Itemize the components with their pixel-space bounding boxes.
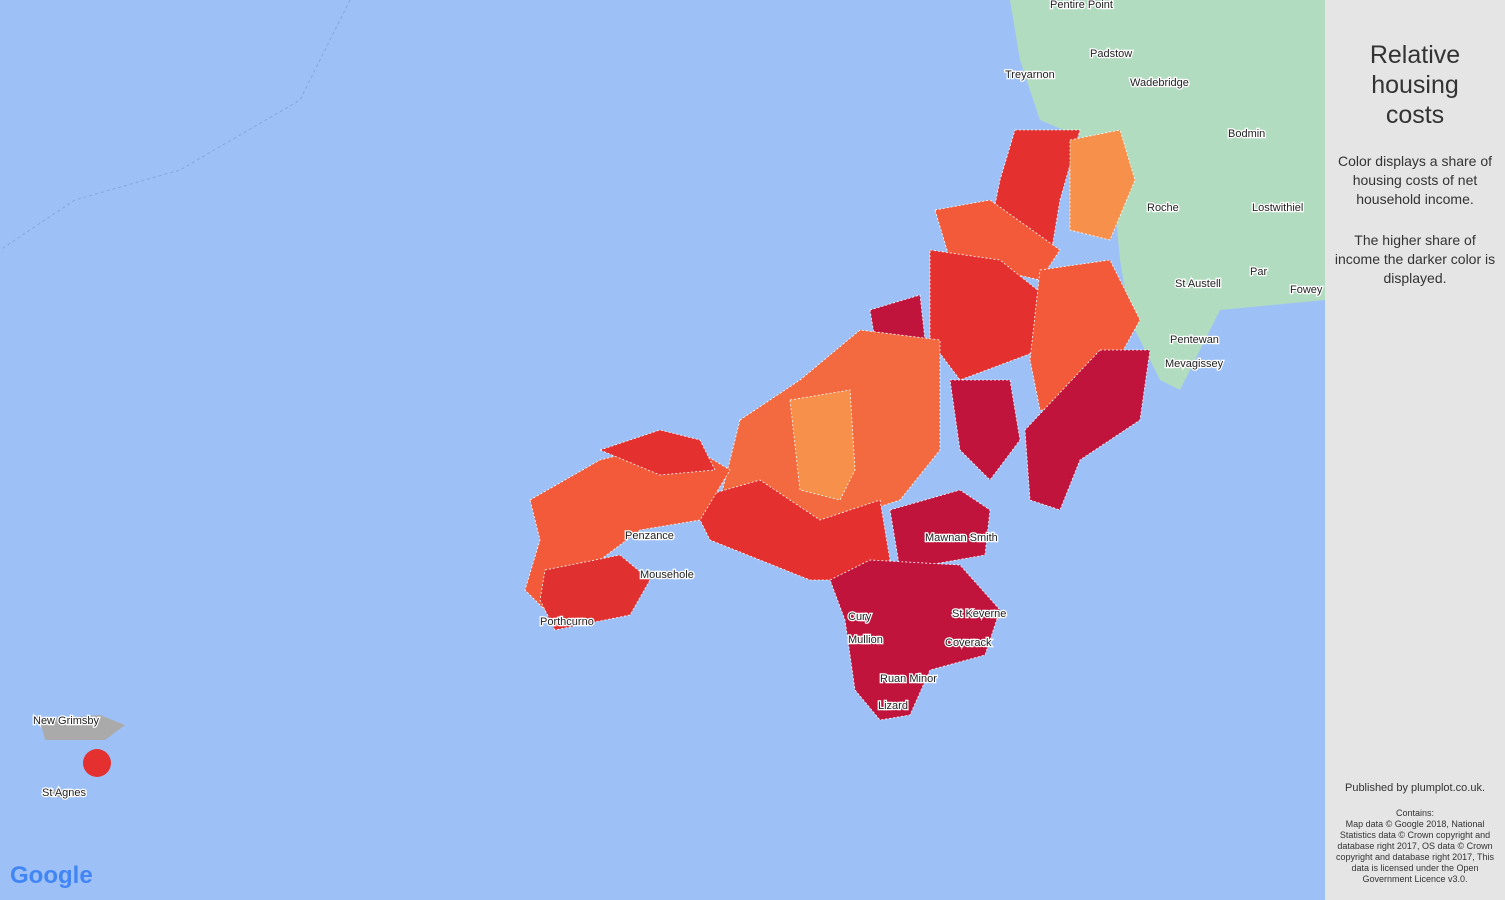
place-label: Lostwithiel bbox=[1252, 202, 1303, 214]
place-label: Lizard bbox=[878, 700, 908, 712]
labels: Pentire Point Padstow Treyarnon Wadebridge B… bbox=[32, 0, 1324, 800]
place-label: Par bbox=[1250, 266, 1267, 278]
regions bbox=[40, 129, 1151, 800]
place-label: Coverack bbox=[945, 637, 992, 649]
place-label: Wadebridge bbox=[1130, 77, 1189, 89]
place-label: Treyarnon bbox=[1005, 69, 1055, 81]
boundary bbox=[0, 0, 351, 251]
attribution-text: Map data © Google 2018, National Statist… bbox=[1336, 819, 1494, 884]
note: The higher share of income the darker co… bbox=[1334, 232, 1496, 286]
description: Color displays a share of housing costs … bbox=[1337, 153, 1493, 207]
place-label: Ruan Minor bbox=[880, 673, 937, 685]
place-label: St Keverne bbox=[952, 608, 1006, 620]
land bbox=[1010, 0, 1325, 390]
place-label: St Agnes bbox=[42, 787, 87, 799]
place-label: Mevagissey bbox=[1165, 358, 1224, 370]
place-label: Mawnan Smith bbox=[925, 532, 998, 544]
island bbox=[40, 715, 125, 800]
place-label: Cury bbox=[848, 611, 872, 623]
place-label: Pentire Point bbox=[1050, 0, 1113, 11]
sidebar: Relative housing costs Color displays a … bbox=[1325, 0, 1505, 900]
region bbox=[539, 554, 651, 631]
place-label: Mousehole bbox=[640, 569, 694, 581]
place-label: Fowey bbox=[1290, 284, 1323, 296]
region bbox=[83, 749, 111, 777]
place-label: Porthcurno bbox=[540, 616, 594, 628]
place-label: Roche bbox=[1147, 202, 1179, 214]
place-label: Mullion bbox=[848, 634, 883, 646]
title: Relative housing costs bbox=[1369, 41, 1461, 129]
place-label: New Grimsby bbox=[33, 715, 100, 727]
region bbox=[598, 429, 716, 476]
place-label: Bodmin bbox=[1228, 128, 1265, 140]
region bbox=[1069, 129, 1136, 241]
region bbox=[889, 489, 991, 571]
published: Published by plumplot.co.uk. bbox=[1344, 782, 1486, 794]
region bbox=[689, 479, 891, 581]
region bbox=[789, 389, 856, 501]
place-label: Padstow bbox=[1090, 48, 1132, 60]
place-label: Pentewan bbox=[1170, 334, 1219, 346]
region bbox=[949, 379, 1021, 481]
region bbox=[829, 559, 1001, 721]
region bbox=[1024, 349, 1151, 511]
attribution-heading: Contains: bbox=[1395, 808, 1435, 818]
place-label: St Austell bbox=[1175, 278, 1221, 290]
map: Pentire Point Padstow Treyarnon Wadebridge B… bbox=[0, 0, 1325, 900]
place-label: Penzance bbox=[625, 530, 674, 542]
logo: Google bbox=[10, 862, 93, 889]
attribution: Contains: Map data © Google 2018, Nationa… bbox=[1331, 808, 1499, 885]
